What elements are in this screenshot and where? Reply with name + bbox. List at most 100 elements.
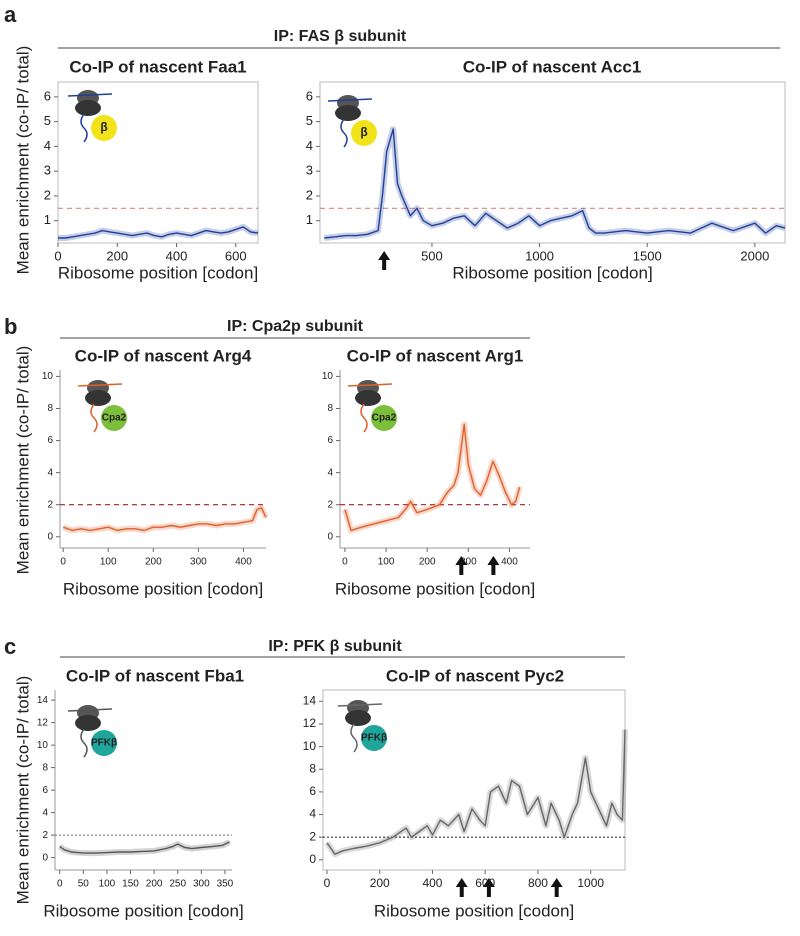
chart-title: Co-IP of nascent Arg1 [347,346,524,365]
panel-letter: a [4,2,17,27]
y-tick-label: 4 [42,807,48,818]
arrow [455,878,468,897]
chart-title: Co-IP of nascent Arg4 [75,346,252,365]
chaperone-icon [91,730,117,756]
y-tick-label: 10 [42,371,54,382]
chaperone-icon [361,725,387,751]
icon-label: β [100,120,107,134]
x-tick-label: 300 [190,557,207,568]
x-tick-label: 1500 [633,248,662,263]
y-tick-label: 0 [327,531,333,542]
x-tick-label: 350 [217,879,234,890]
x-tick-label: 100 [99,879,116,890]
x-tick-label: 50 [78,879,90,890]
x-tick-label: 2000 [740,248,769,263]
nascent-chain [327,98,373,148]
y-tick-label: 0 [309,852,316,866]
y-tick-label: 1 [306,212,313,227]
ribosome-icon [75,100,101,116]
y-tick-label: 14 [37,695,49,706]
icon-label: PFKβ [91,738,117,749]
x-tick-label: 150 [122,879,139,890]
x-axis-label: Ribosome position [codon] [43,901,243,920]
y-tick-label: 2 [44,187,51,202]
plot-frame [57,81,259,244]
x-tick-label: 200 [145,557,162,568]
x-tick-label: 250 [169,879,186,890]
y-axis-label: Mean enrichment (co-IP/ total) [13,46,32,275]
x-tick-label: 400 [166,248,188,263]
chart-title: Co-IP of nascent Faa1 [69,57,246,76]
x-tick-label: 0 [324,876,331,890]
x-tick-label: 300 [193,879,210,890]
y-tick-label: 4 [44,138,51,153]
y-tick-label: 4 [327,467,333,478]
y-tick-label: 6 [44,88,51,103]
ci-band [342,421,523,534]
x-tick-label: 400 [422,876,442,890]
icon-label: PFKβ [361,733,387,744]
chaperone-icon [371,405,397,431]
y-tick-label: 0 [47,531,53,542]
x-axis-label: Ribosome position [codon] [335,579,535,598]
ribosome-icon [335,105,361,121]
y-tick-label: 2 [309,829,316,843]
y-tick-label: 8 [327,403,333,414]
y-tick-label: 4 [309,807,316,821]
ribosome-icon [75,715,101,731]
chart-title: Co-IP of nascent Fba1 [66,666,244,685]
y-tick-label: 4 [47,467,53,478]
x-axis-label: Ribosome position [codon] [374,901,574,920]
y-tick-label: 8 [42,762,48,773]
x-axis-label: Ribosome position [codon] [452,263,652,282]
plot-frame [319,81,786,244]
chaperone-icon [91,115,117,141]
nascent-chain [67,93,113,143]
x-tick-label: 1000 [577,876,604,890]
data-line [62,507,267,532]
nascent-chain [337,703,383,753]
chaperone-icon [351,120,377,146]
plot-frame [322,689,626,871]
x-tick-label: 400 [501,557,518,568]
panel-header: IP: Cpa2p subunit [227,318,364,335]
x-tick-label: 100 [378,557,395,568]
ci-band [323,126,786,241]
y-tick-label: 10 [322,371,334,382]
y-axis-label: Mean enrichment (co-IP/ total) [13,676,32,905]
x-tick-label: 200 [146,879,163,890]
x-tick-label: 400 [235,557,252,568]
icon-label: β [360,125,367,139]
icon-label: Cpa2 [372,413,397,424]
chaperone-icon [101,405,127,431]
x-tick-label: 500 [421,248,443,263]
data-line [344,423,521,532]
arrow [482,878,495,897]
x-tick-label: 200 [370,876,390,890]
y-tick-label: 6 [306,88,313,103]
x-tick-label: 0 [342,557,348,568]
panel-header: IP: PFK β subunit [268,638,402,655]
y-tick-label: 10 [303,739,317,753]
y-tick-label: 5 [44,113,51,128]
y-tick-label: 2 [306,187,313,202]
x-tick-label: 0 [54,248,61,263]
panel-letter: c [4,634,16,659]
arrow [455,556,468,575]
arrow [550,878,563,897]
y-tick-label: 2 [42,830,48,841]
x-tick-label: 300 [460,557,477,568]
x-axis-label: Ribosome position [codon] [63,579,263,598]
y-tick-label: 2 [327,499,333,510]
x-tick-label: 100 [100,557,117,568]
x-tick-label: 200 [419,557,436,568]
nascent-chain [347,383,393,433]
y-tick-label: 10 [37,740,49,751]
arrow [378,251,391,270]
y-tick-label: 12 [37,717,49,728]
y-tick-label: 6 [42,785,48,796]
ribosome-icon [85,390,111,406]
chart-title: Co-IP of nascent Pyc2 [386,666,564,685]
